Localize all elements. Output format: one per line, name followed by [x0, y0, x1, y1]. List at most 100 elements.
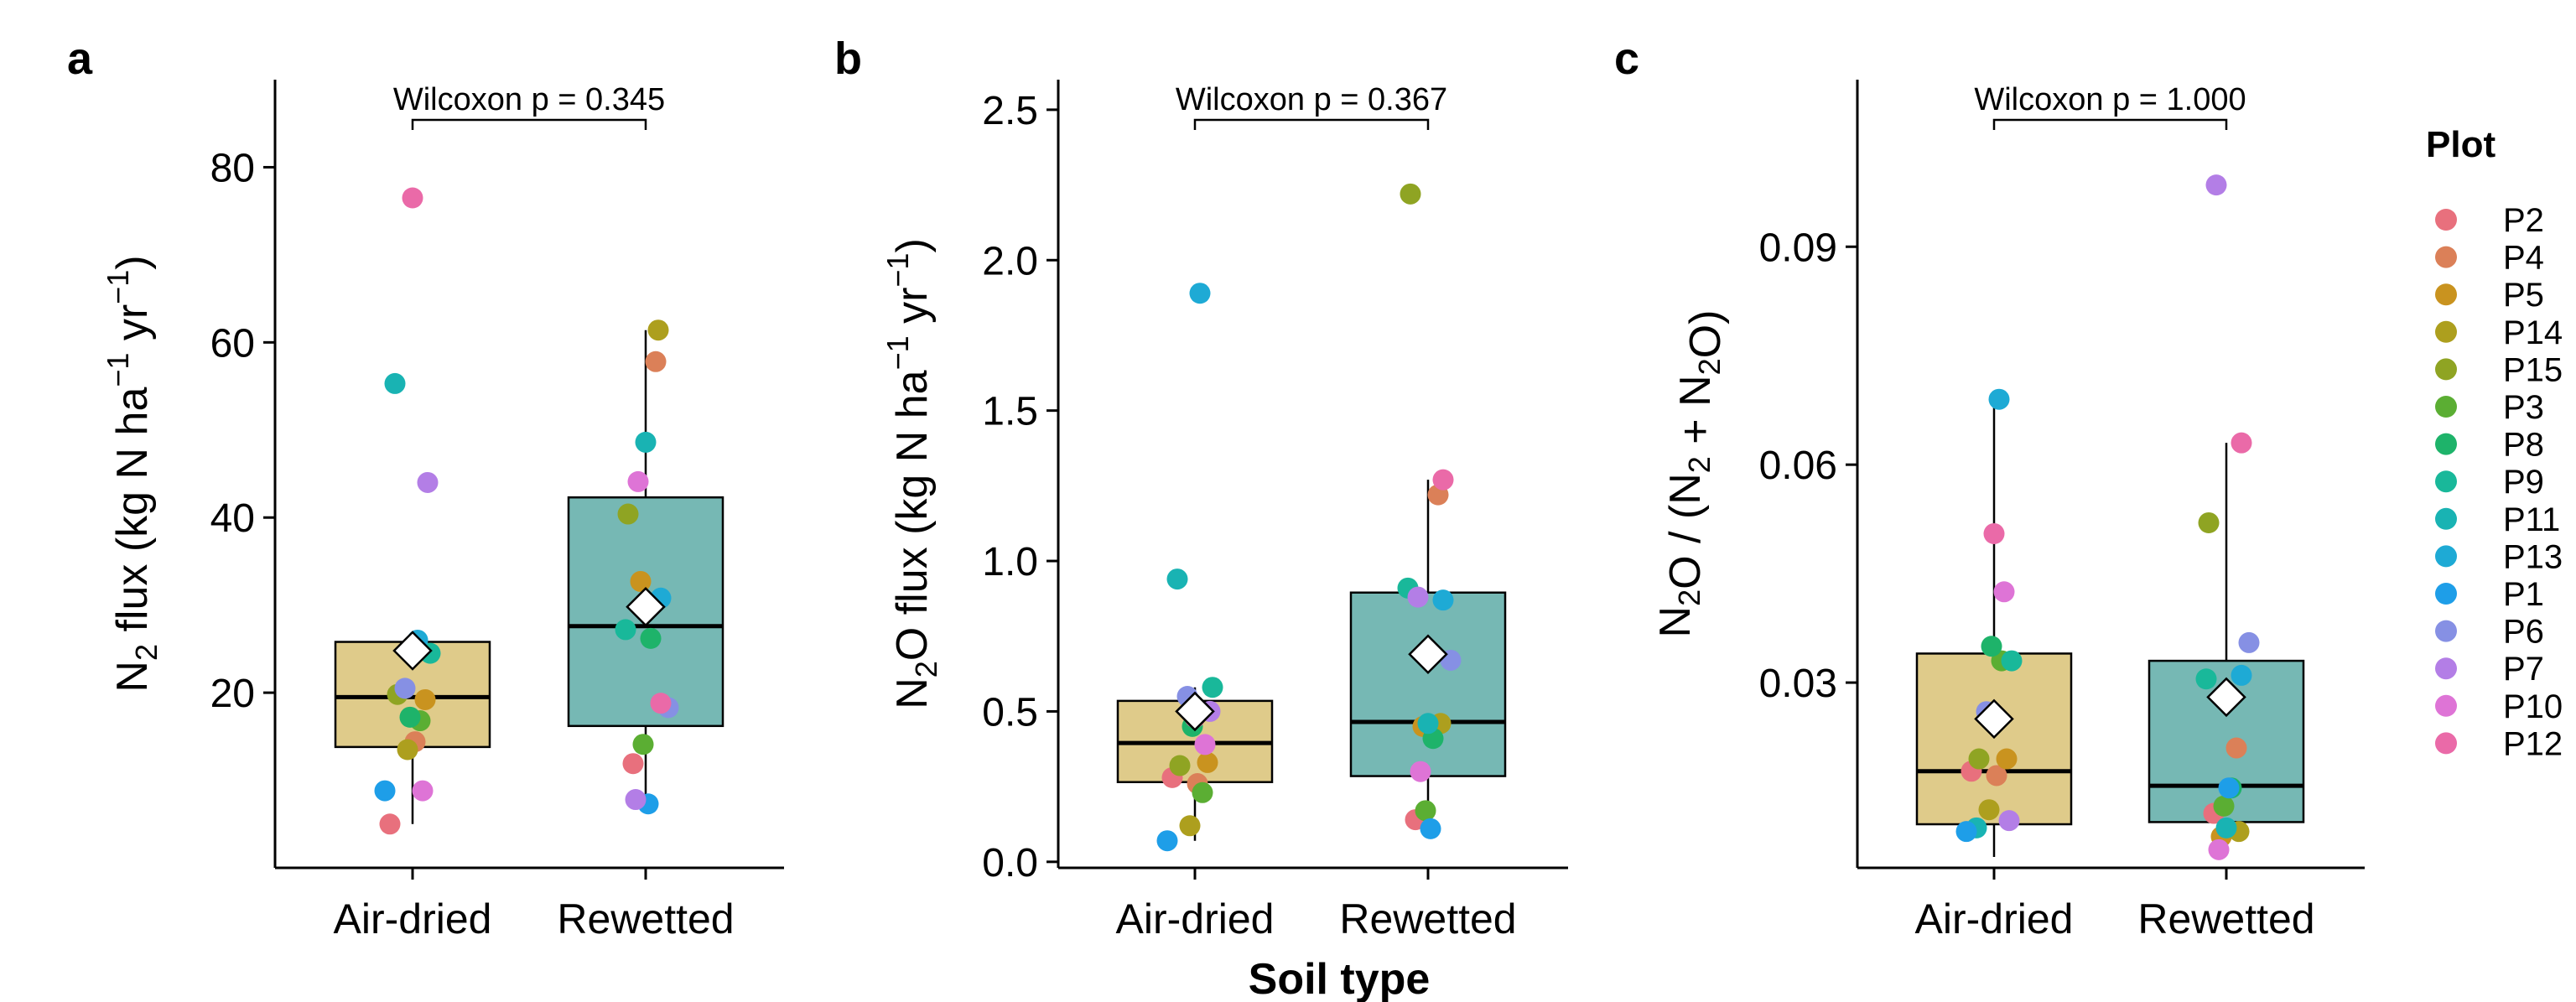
data-point: [2208, 838, 2230, 860]
data-point: [1407, 586, 1429, 608]
data-point: [2001, 650, 2023, 672]
data-point: [1179, 815, 1201, 837]
data-point: [1432, 469, 1454, 491]
data-point: [2231, 664, 2252, 686]
legend-swatch: [2435, 246, 2457, 268]
data-point: [2205, 174, 2227, 196]
data-point: [1192, 781, 1213, 803]
panel-b: b 0.0 0.5 1.0 1.5 2.0 2.5 Air-dried Rewetted N2O …: [834, 34, 1568, 942]
data-point: [650, 693, 672, 714]
data-point: [617, 503, 639, 525]
x-tick-label: Rewetted: [2137, 896, 2314, 942]
y-tick-label: 0.06: [1759, 444, 1837, 488]
data-point: [379, 813, 401, 835]
box-group-air-dried: [334, 187, 491, 835]
panel-letter: c: [1614, 34, 1639, 84]
legend-swatch: [2435, 732, 2457, 755]
data-point: [417, 471, 439, 493]
data-point: [1981, 636, 2002, 657]
significance-label: Wilcoxon p = 0.345: [393, 82, 665, 117]
y-label-part: O / (N: [1661, 473, 1710, 589]
legend-label: P7: [2503, 651, 2544, 688]
y-label-subscript: 2: [1672, 589, 1706, 606]
y-label-sub: 2: [129, 644, 164, 661]
data-point: [2213, 795, 2235, 817]
data-point: [2238, 631, 2260, 653]
y-label-part: + N: [1671, 375, 1720, 456]
y-label-sup1: −1: [880, 335, 915, 370]
data-point: [2218, 777, 2240, 799]
legend-swatch: [2435, 694, 2457, 717]
x-axis-title: Soil type: [1249, 955, 1431, 1002]
y-axis-label: N2 flux (kg N ha−1 yr−1): [101, 255, 164, 692]
panel-letter: b: [834, 34, 862, 84]
significance-label: Wilcoxon p = 1.000: [1974, 82, 2246, 117]
legend-swatch: [2435, 358, 2457, 381]
legend-label: P12: [2503, 725, 2563, 762]
data-point: [2231, 432, 2252, 454]
mean-marker: [1175, 691, 1215, 732]
legend-label: P2: [2503, 202, 2544, 239]
y-tick-label: 40: [210, 496, 255, 541]
y-label-sup1: −1: [101, 353, 135, 387]
data-point: [1420, 818, 1441, 839]
significance-bracket: [1992, 118, 2228, 130]
data-point: [635, 431, 657, 453]
legend-label: P13: [2503, 538, 2563, 575]
y-axis-label: N2O / (N2 + N2O): [1651, 310, 1730, 638]
data-point: [1432, 589, 1454, 611]
data-point: [1968, 748, 1990, 770]
data-point: [399, 706, 421, 728]
box-group-rewetted: [567, 319, 724, 815]
y-tick-label: 80: [210, 146, 255, 190]
box: [1349, 591, 1507, 777]
legend-swatch: [2435, 396, 2457, 418]
data-point: [627, 470, 649, 492]
panel-letter: a: [67, 34, 93, 84]
data-point: [1986, 765, 2007, 787]
data-point: [1415, 800, 1436, 822]
data-point: [374, 780, 396, 802]
data-point: [1978, 799, 2000, 821]
mean-marker: [626, 586, 666, 627]
legend-swatch: [2435, 433, 2457, 455]
legend-label: P1: [2503, 576, 2544, 613]
data-point: [412, 780, 434, 802]
y-label-rest: flux (kg N ha: [108, 387, 157, 644]
y-label-base: N: [108, 661, 157, 693]
y-label-rest: O flux (kg N ha: [888, 370, 937, 661]
data-point: [2198, 511, 2220, 533]
data-point: [1169, 755, 1191, 776]
legend-label: P5: [2503, 277, 2544, 314]
data-point: [1993, 581, 2015, 603]
panel-c: c 0.03 0.06 0.09 Air-dried Rewetted N2O / (N2 …: [1614, 34, 2365, 942]
y-tick-label: 0.09: [1759, 226, 1837, 270]
y-label-end: ): [108, 255, 157, 269]
data-point: [394, 678, 416, 699]
y-tick-label: 0.03: [1759, 662, 1837, 706]
y-tick-label: 0.0: [982, 841, 1038, 885]
legend-label: P8: [2503, 427, 2544, 464]
y-label-end: ): [888, 238, 937, 252]
data-point: [397, 739, 418, 761]
legend-swatch: [2435, 470, 2457, 493]
legend-swatch: [2435, 507, 2457, 530]
y-tick-label: 2.0: [982, 239, 1038, 283]
x-tick-label: Air-dried: [1116, 896, 1275, 942]
significance-bracket: [411, 118, 647, 130]
mean-marker: [1974, 698, 2014, 740]
data-point: [1202, 677, 1223, 698]
y-label-subscript: 2: [1692, 358, 1727, 375]
y-label-part: O): [1681, 310, 1730, 359]
y-tick-label: 1.0: [982, 540, 1038, 584]
x-tick-label: Rewetted: [1339, 896, 1516, 942]
data-point: [640, 627, 662, 649]
legend-label: P11: [2503, 501, 2560, 538]
legend-swatch: [2435, 583, 2457, 605]
legend-label: P10: [2503, 688, 2563, 725]
significance-bracket: [1193, 118, 1430, 130]
data-point: [1983, 522, 2005, 544]
data-point: [1189, 283, 1211, 304]
data-point: [632, 734, 654, 755]
y-tick-label: 2.5: [982, 89, 1038, 133]
